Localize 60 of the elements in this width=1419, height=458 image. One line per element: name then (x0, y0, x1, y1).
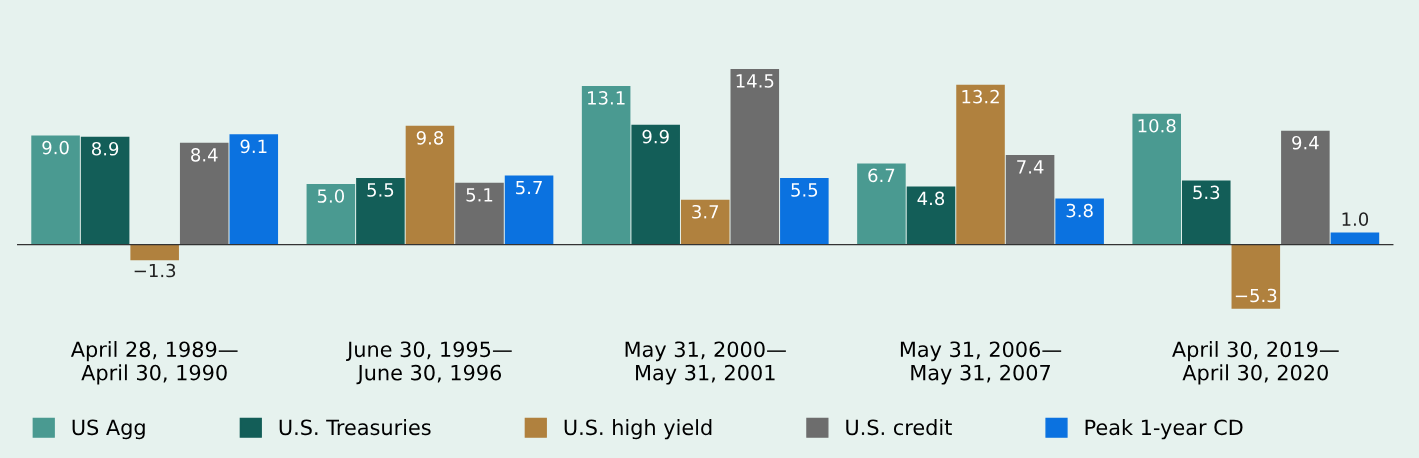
data-label: 9.4 (1292, 135, 1319, 150)
data-label: −1.3 (134, 263, 176, 278)
data-label: 8.4 (191, 147, 218, 162)
x-tick-label: May 31, 2006— May 31, 2007 (900, 341, 1062, 385)
legend-label: U.S. high yield (564, 419, 712, 440)
legend-label: U.S. credit (846, 419, 952, 436)
bar (956, 84, 1005, 245)
bar (455, 182, 504, 245)
data-label: 3.7 (692, 204, 719, 219)
data-label: 9.9 (642, 129, 669, 144)
bar (1330, 232, 1380, 245)
data-label: 5.1 (466, 188, 493, 202)
bar (356, 177, 405, 245)
bar (80, 136, 130, 245)
bar (306, 184, 356, 245)
bar (1231, 244, 1281, 309)
bar (906, 186, 956, 245)
data-label: −5.3 (1235, 288, 1277, 303)
x-tick-label: April 30, 2019— April 30, 2020 (1172, 341, 1339, 385)
data-label: 13.1 (588, 91, 625, 105)
bar (581, 85, 631, 245)
data-label: 5.3 (1193, 185, 1220, 200)
bar (229, 134, 279, 245)
data-label: 8.9 (91, 141, 119, 156)
data-label: 6.7 (868, 168, 895, 183)
data-label: 9.0 (42, 140, 69, 155)
bar (1055, 198, 1104, 245)
x-tick-label: June 30, 1995— June 30, 1996 (346, 341, 512, 385)
data-label: 9.1 (240, 139, 267, 154)
data-label: 3.8 (1066, 203, 1093, 218)
bar (1181, 180, 1231, 245)
legend-label: U.S. Treasuries (279, 419, 431, 436)
bar (857, 163, 906, 245)
data-label: 5.5 (367, 183, 394, 197)
legend-label: US Agg (72, 419, 145, 440)
data-label: 5.7 (516, 180, 542, 195)
bar (504, 175, 554, 245)
bar (730, 68, 780, 245)
bar (179, 142, 229, 245)
x-tick-label: May 31, 2000— May 31, 2001 (625, 341, 786, 385)
data-label: 9.8 (416, 131, 444, 145)
data-label: 5.5 (791, 183, 818, 197)
bar (1132, 113, 1181, 245)
bar (780, 177, 829, 245)
data-label: 5.0 (317, 189, 345, 203)
data-label: 4.8 (917, 191, 945, 206)
bar (1281, 130, 1330, 245)
legend-label: Peak 1-year CD (1085, 419, 1243, 440)
data-label: 7.4 (1017, 160, 1044, 174)
data-label: 1.0 (1342, 212, 1369, 226)
bar (680, 199, 730, 245)
bar (31, 135, 80, 245)
data-label: 10.8 (1138, 118, 1176, 133)
bar (130, 244, 179, 261)
bar (1005, 154, 1055, 245)
x-tick-label: April 28, 1989— April 30, 1990 (70, 341, 238, 385)
bar (631, 124, 680, 245)
bar (405, 125, 455, 245)
data-label: 14.5 (736, 74, 774, 88)
data-label: 13.2 (962, 89, 999, 104)
